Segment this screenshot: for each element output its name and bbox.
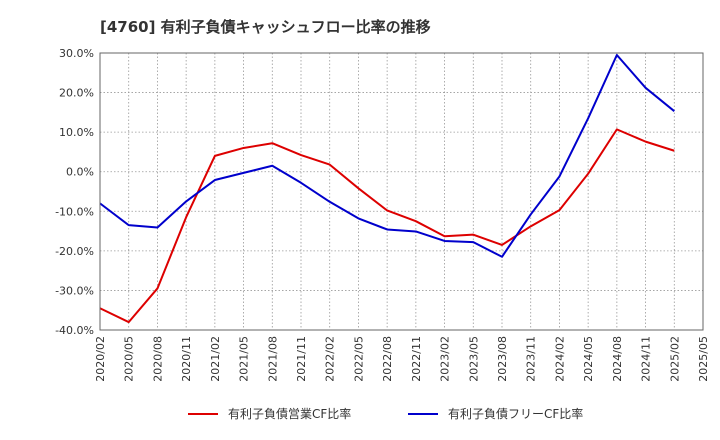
- x-tick-label: 2022/11: [410, 336, 423, 382]
- y-tick-label: -10.0%: [55, 205, 94, 218]
- series-line-operating-cf: [99, 128, 675, 324]
- x-tick-label: 2021/02: [209, 336, 222, 382]
- plot-area: [99, 52, 704, 331]
- x-tick-label: 2021/11: [295, 336, 308, 382]
- x-tick-label: 2022/02: [324, 336, 337, 382]
- grid-lines: [99, 52, 704, 331]
- x-tick-label: 2025/05: [697, 336, 710, 382]
- y-tick-label: -40.0%: [55, 324, 94, 337]
- y-tick-label: -20.0%: [55, 245, 94, 258]
- series-lines: [99, 53, 675, 324]
- series-line-free-cf: [99, 53, 675, 258]
- x-tick-label: 2025/02: [668, 336, 681, 382]
- x-tick-label: 2022/05: [352, 336, 365, 382]
- x-tick-label: 2024/05: [582, 336, 595, 382]
- x-tick-label: 2021/08: [266, 336, 279, 382]
- y-tick-label: 10.0%: [59, 126, 94, 139]
- x-tick-label: 2020/08: [151, 336, 164, 382]
- x-tick-label: 2020/11: [180, 336, 193, 382]
- x-tick-label: 2023/02: [439, 336, 452, 382]
- legend: 有利子負債営業CF比率 有利子負債フリーCF比率: [188, 406, 583, 421]
- x-tick-label: 2024/08: [611, 336, 624, 382]
- y-tick-label: 20.0%: [59, 87, 94, 100]
- x-tick-label: 2024/02: [553, 336, 566, 382]
- legend-label-free-cf: 有利子負債フリーCF比率: [448, 406, 583, 421]
- x-tick-label: 2020/05: [123, 336, 136, 382]
- y-tick-label: -30.0%: [55, 284, 94, 297]
- y-tick-label: 0.0%: [66, 166, 94, 179]
- y-axis-ticks: 30.0% 20.0% 10.0% 0.0% -10.0% -20.0% -30.0% -40…: [55, 47, 94, 337]
- x-tick-label: 2021/05: [238, 336, 251, 382]
- x-axis-ticks: 2020/02 2020/05 2020/08 2020/11 2021/02 2021/…: [94, 336, 710, 382]
- x-tick-label: 2023/05: [467, 336, 480, 382]
- legend-label-operating-cf: 有利子負債営業CF比率: [228, 406, 351, 421]
- x-tick-label: 2023/11: [525, 336, 538, 382]
- y-tick-label: 30.0%: [59, 47, 94, 60]
- x-tick-label: 2022/08: [381, 336, 394, 382]
- x-tick-label: 2023/08: [496, 336, 509, 382]
- x-tick-label: 2020/02: [94, 336, 107, 382]
- chart-title: [4760] 有利子負債キャッシュフロー比率の推移: [100, 18, 431, 36]
- x-tick-label: 2024/11: [640, 336, 653, 382]
